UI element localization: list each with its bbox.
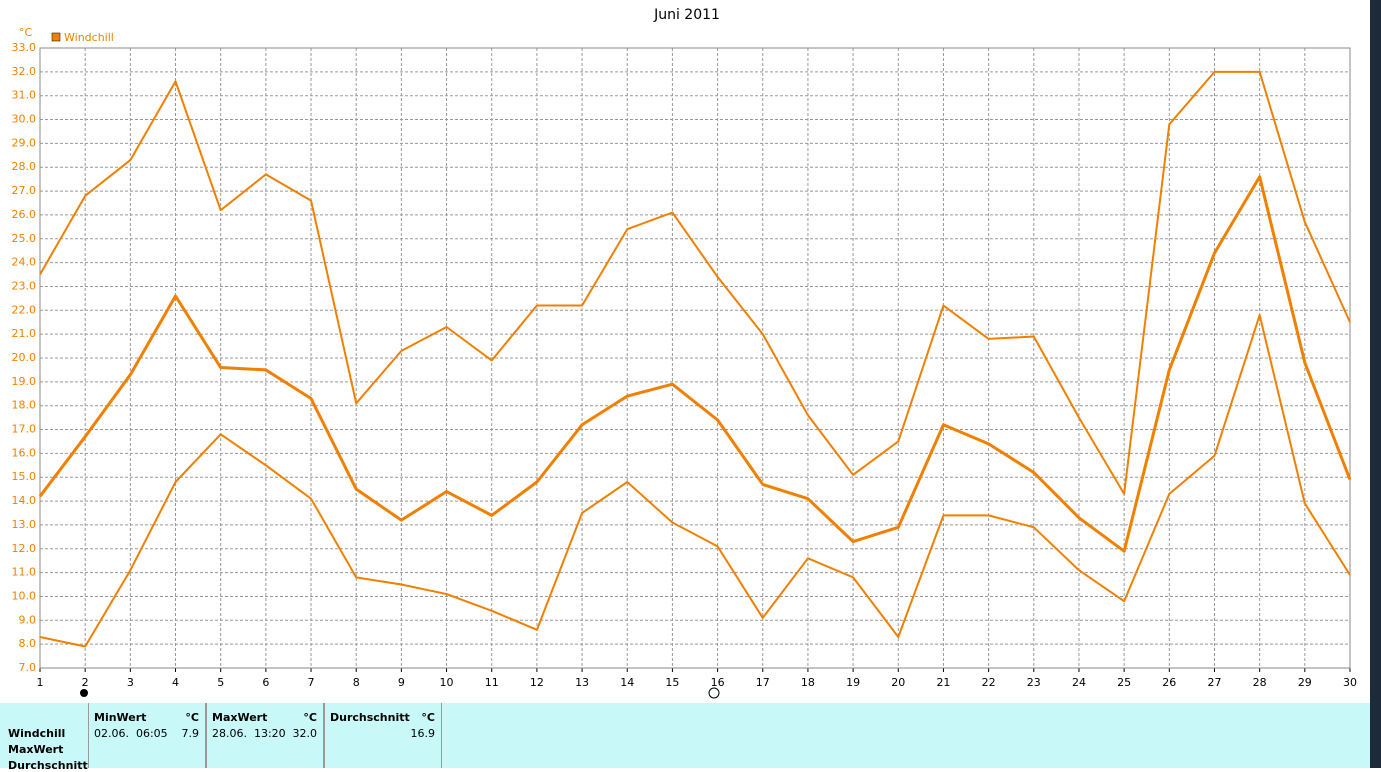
x-tick-label: 24	[1072, 676, 1086, 689]
x-tick-label: 11	[485, 676, 499, 689]
value: 32.0	[292, 727, 318, 740]
x-tick-label: 28	[1253, 676, 1267, 689]
x-tick-label: 22	[982, 676, 996, 689]
plot-frame	[39, 47, 1351, 669]
x-tick-label: 1	[37, 676, 44, 689]
marker	[80, 689, 88, 697]
x-tick-label: 13	[575, 676, 589, 689]
y-tick-label: 9.0	[19, 613, 37, 626]
series-line	[39, 70, 1351, 495]
x-tick-label: 26	[1162, 676, 1176, 689]
y-tick-label: 30.0	[12, 113, 37, 126]
x-tick-label: 16	[711, 676, 725, 689]
chart: Juni 2011 °C 7.08.09.010.011.012.013.014…	[12, 7, 1357, 699]
x-tick-label: 15	[665, 676, 679, 689]
y-tick-label: 31.0	[12, 89, 37, 102]
y-tick-label: 8.0	[19, 637, 37, 650]
x-tick-label: 10	[440, 676, 454, 689]
y-tick-label: 15.0	[12, 470, 37, 483]
x-tick-label: 6	[262, 676, 269, 689]
y-tick-label: 29.0	[12, 136, 37, 149]
legend-swatch	[51, 32, 61, 42]
row-label: Windchill	[8, 727, 66, 740]
y-unit: °C	[19, 26, 33, 39]
y-tick-label: 25.0	[12, 232, 37, 245]
y-tick-label: 18.0	[12, 399, 37, 412]
y-tick-label: 24.0	[12, 256, 37, 269]
x-tick-label: 17	[756, 676, 770, 689]
column-unit: °C	[303, 711, 317, 724]
x-tick-label: 29	[1298, 676, 1312, 689]
y-tick-label: 12.0	[12, 542, 37, 555]
x-tick-label: 12	[530, 676, 544, 689]
y-tick-label: 26.0	[12, 208, 37, 221]
y-tick-label: 13.0	[12, 518, 37, 531]
x-tick-label: 20	[891, 676, 905, 689]
y-tick-label: 7.0	[19, 661, 37, 674]
y-tick-label: 19.0	[12, 375, 37, 388]
stats-column: Durchschnitt °C 16.9	[324, 703, 442, 768]
series-line	[39, 314, 1351, 648]
x-tick-label: 18	[801, 676, 815, 689]
stats-column: MaxWert °C 28.06. 13:20 32.0	[206, 703, 324, 768]
x-tick-label: 7	[308, 676, 315, 689]
x-tick-label: 5	[217, 676, 224, 689]
x-tick-label: 23	[1027, 676, 1041, 689]
value: 16.9	[410, 727, 436, 740]
x-tick-label: 19	[846, 676, 860, 689]
column-unit: °C	[185, 711, 199, 724]
y-tick-label: 17.0	[12, 423, 37, 436]
y-tick-label: 14.0	[12, 494, 37, 507]
time: 28.06. 13:20	[212, 727, 286, 740]
y-tick-label: 32.0	[12, 65, 37, 78]
x-tick-label: 9	[398, 676, 405, 689]
window-edge	[1370, 0, 1381, 768]
column-unit: °C	[421, 711, 435, 724]
x-tick-label: 2	[82, 676, 89, 689]
y-tick-label: 27.0	[12, 184, 37, 197]
y-tick-label: 33.0	[12, 41, 37, 54]
y-tick-label: 28.0	[12, 160, 37, 173]
y-tick-label: 22.0	[12, 303, 37, 316]
x-tick-label: 4	[172, 676, 179, 689]
stats-column: MinWert °C 02.06. 06:05 7.9	[88, 703, 206, 768]
y-tick-label: 21.0	[12, 327, 37, 340]
x-tick-label: 21	[936, 676, 950, 689]
x-tick-label: 25	[1117, 676, 1131, 689]
x-tick-label: 27	[1207, 676, 1221, 689]
column-header: Durchschnitt	[330, 711, 410, 724]
time: 02.06. 06:05	[94, 727, 168, 740]
y-tick-label: 16.0	[12, 446, 37, 459]
column-header: MinWert	[94, 711, 147, 724]
y-tick-label: 11.0	[12, 566, 37, 579]
series-line	[38, 175, 1352, 553]
x-tick-label: 30	[1343, 676, 1357, 689]
chart-title: Juni 2011	[653, 7, 720, 23]
x-tick-label: 3	[127, 676, 134, 689]
row-label: Durchschnitt	[8, 759, 88, 772]
y-tick-label: 10.0	[12, 589, 37, 602]
column-header: MaxWert	[212, 711, 268, 724]
y-tick-label: 23.0	[12, 279, 37, 292]
y-tick-label: 20.0	[12, 351, 37, 364]
row-label: MaxWert	[8, 743, 64, 756]
value: 7.9	[181, 727, 200, 740]
marker	[708, 687, 720, 699]
stats-panel: Windchill MaxWert Durchschnitt MinWert °C 02.…	[0, 703, 1370, 772]
x-tick-label: 14	[620, 676, 634, 689]
x-tick-label: 8	[353, 676, 360, 689]
legend-label: Windchill	[64, 31, 114, 44]
